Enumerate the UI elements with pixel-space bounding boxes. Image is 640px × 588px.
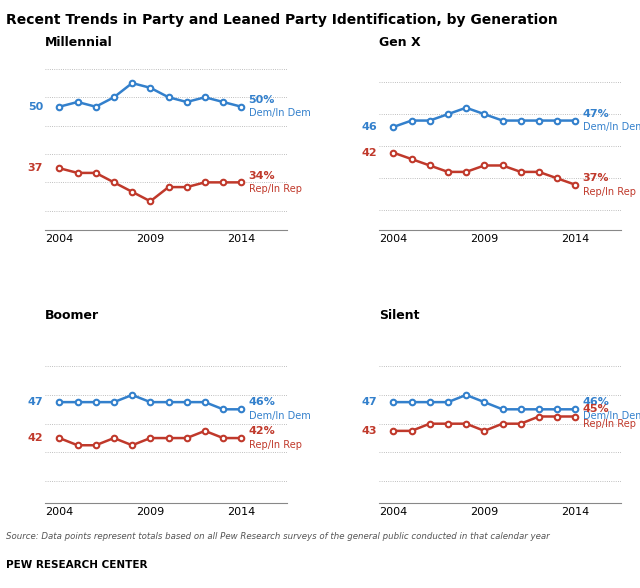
- Text: Rep/In Rep: Rep/In Rep: [582, 419, 636, 429]
- Text: Rep/In Rep: Rep/In Rep: [582, 186, 636, 196]
- Text: Dem/In Dem: Dem/In Dem: [248, 108, 310, 118]
- Text: Source: Data points represent totals based on all Pew Research surveys of the ge: Source: Data points represent totals bas…: [6, 532, 550, 541]
- Text: Rep/In Rep: Rep/In Rep: [248, 440, 301, 450]
- Text: 50%: 50%: [248, 95, 275, 105]
- Text: 34%: 34%: [248, 171, 275, 181]
- Text: Boomer: Boomer: [45, 309, 99, 322]
- Text: PEW RESEARCH CENTER: PEW RESEARCH CENTER: [6, 560, 148, 570]
- Text: 46: 46: [361, 122, 377, 132]
- Text: Gen X: Gen X: [379, 36, 420, 49]
- Text: Recent Trends in Party and Leaned Party Identification, by Generation: Recent Trends in Party and Leaned Party …: [6, 13, 558, 27]
- Text: 47: 47: [28, 397, 43, 407]
- Text: 43: 43: [362, 426, 377, 436]
- Text: Silent: Silent: [379, 309, 419, 322]
- Text: Dem/In Dem: Dem/In Dem: [248, 412, 310, 422]
- Text: 46%: 46%: [248, 397, 275, 407]
- Text: 42: 42: [362, 148, 377, 158]
- Text: 37%: 37%: [582, 173, 609, 183]
- Text: 46%: 46%: [582, 397, 609, 407]
- Text: Dem/In Dem: Dem/In Dem: [582, 412, 640, 422]
- Text: 50: 50: [28, 102, 43, 112]
- Text: 42: 42: [28, 433, 43, 443]
- Text: 42%: 42%: [248, 426, 275, 436]
- Text: 47: 47: [362, 397, 377, 407]
- Text: Rep/In Rep: Rep/In Rep: [248, 184, 301, 194]
- Text: 47%: 47%: [582, 109, 609, 119]
- Text: Dem/In Dem: Dem/In Dem: [582, 122, 640, 132]
- Text: 37: 37: [28, 163, 43, 173]
- Text: 45%: 45%: [582, 405, 609, 415]
- Text: Millennial: Millennial: [45, 36, 113, 49]
